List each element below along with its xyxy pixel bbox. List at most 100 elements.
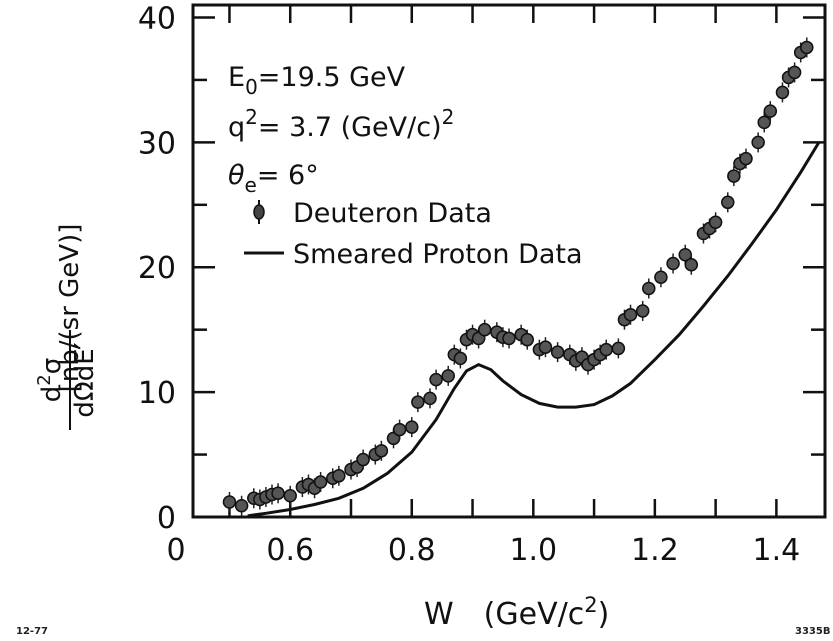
point-marker bbox=[271, 486, 285, 501]
point-marker bbox=[763, 104, 778, 118]
data-point bbox=[356, 449, 370, 470]
point-marker bbox=[666, 256, 680, 271]
data-point bbox=[654, 267, 668, 288]
point-marker bbox=[721, 195, 735, 210]
data-point bbox=[332, 465, 346, 486]
point-marker bbox=[642, 281, 656, 296]
figure-id-left: 12-77 bbox=[16, 626, 48, 637]
annotation-angle: θe= 6° bbox=[228, 160, 319, 197]
data-point bbox=[477, 319, 492, 340]
data-point bbox=[429, 369, 443, 390]
data-point bbox=[520, 329, 534, 350]
data-point bbox=[623, 304, 638, 325]
data-point bbox=[234, 495, 249, 516]
data-point bbox=[787, 62, 802, 83]
point-marker bbox=[332, 469, 346, 483]
legend-label-deuteron: Deuteron Data bbox=[293, 198, 492, 229]
point-marker bbox=[599, 342, 613, 357]
data-point bbox=[411, 392, 425, 413]
data-point bbox=[453, 348, 468, 369]
point-marker bbox=[775, 85, 790, 100]
series-line-smeared-proton bbox=[247, 141, 821, 518]
point-marker bbox=[538, 340, 553, 354]
legend-label-smeared-proton: Smeared Proton Data bbox=[293, 239, 583, 270]
data-point bbox=[708, 212, 723, 233]
point-marker bbox=[684, 257, 699, 272]
y-axis-denominator: dΩdE′ bbox=[70, 342, 100, 417]
point-marker bbox=[739, 151, 753, 166]
legend: Deuteron Data Smeared Proton Data bbox=[244, 198, 583, 270]
point-marker bbox=[411, 395, 425, 409]
x-tick-label: 0 bbox=[166, 533, 185, 568]
point-marker bbox=[222, 495, 237, 509]
annotation-beam-energy: E0=19.5 GeV bbox=[228, 62, 406, 99]
data-point bbox=[441, 365, 455, 386]
data-point bbox=[423, 388, 437, 409]
data-point bbox=[751, 132, 765, 153]
y-tick-label: 0 bbox=[157, 501, 176, 536]
x-tick-label: 0.8 bbox=[388, 533, 436, 568]
point-marker bbox=[313, 475, 328, 489]
figure-id-right: 3335B bbox=[795, 626, 830, 637]
point-marker bbox=[441, 369, 455, 383]
point-marker bbox=[708, 215, 723, 230]
x-tick-label: 1.0 bbox=[509, 533, 557, 568]
data-point bbox=[727, 166, 741, 187]
data-point bbox=[405, 417, 419, 438]
point-marker bbox=[757, 115, 771, 130]
point-marker bbox=[787, 65, 802, 80]
plot-frame bbox=[191, 3, 827, 519]
data-point bbox=[666, 253, 680, 274]
point-marker bbox=[635, 304, 650, 318]
data-point bbox=[222, 492, 237, 513]
data-point bbox=[721, 192, 735, 213]
y-tick-label: 40 bbox=[138, 1, 176, 36]
point-marker bbox=[623, 307, 638, 322]
data-point bbox=[374, 440, 389, 461]
point-marker bbox=[392, 422, 407, 437]
axis-ticks bbox=[193, 5, 825, 517]
point-marker bbox=[477, 322, 492, 337]
point-marker bbox=[502, 331, 516, 346]
point-marker bbox=[550, 345, 565, 359]
point-marker bbox=[283, 489, 297, 503]
y-axis-numerator: d2σ bbox=[34, 358, 67, 402]
data-point bbox=[283, 485, 297, 506]
data-point bbox=[684, 254, 699, 275]
y-tick-labels: 0 10 20 30 40 bbox=[138, 1, 176, 536]
data-point bbox=[550, 342, 565, 363]
y-tick-label: 30 bbox=[138, 126, 176, 161]
x-tick-label: 0.6 bbox=[266, 533, 314, 568]
data-point bbox=[313, 472, 328, 493]
data-point bbox=[611, 338, 626, 359]
y-tick-label: 20 bbox=[138, 251, 176, 286]
point-marker bbox=[751, 135, 765, 150]
point-marker bbox=[356, 452, 370, 467]
legend-deuteron-marker bbox=[253, 200, 265, 224]
x-tick-labels: 0 0.6 0.8 1.0 1.2 1.4 bbox=[166, 533, 800, 568]
data-point bbox=[599, 339, 613, 360]
y-tick-label: 10 bbox=[138, 376, 176, 411]
point-marker bbox=[429, 372, 443, 387]
point-marker bbox=[520, 332, 534, 347]
y-axis-label: [nb/(sr GeV)] d2σ dΩdE′ bbox=[34, 224, 100, 430]
point-marker bbox=[234, 499, 249, 513]
data-point bbox=[538, 337, 553, 358]
data-point bbox=[763, 101, 778, 122]
x-tick-label: 1.2 bbox=[631, 533, 679, 568]
data-point bbox=[739, 148, 753, 169]
data-point bbox=[800, 37, 814, 58]
series-points-deuteron bbox=[222, 37, 814, 516]
x-axis-label: W (GeV/c2) bbox=[424, 593, 609, 632]
data-point bbox=[502, 328, 516, 349]
point-marker bbox=[800, 40, 814, 55]
point-marker bbox=[654, 270, 668, 284]
annotation-q2: q2= 3.7 (GeV/c)2 bbox=[228, 105, 454, 143]
data-point bbox=[635, 300, 650, 321]
point-marker bbox=[423, 391, 437, 406]
x-tick-label: 1.4 bbox=[753, 533, 801, 568]
point-marker bbox=[374, 444, 389, 458]
point-marker bbox=[405, 420, 419, 434]
point-marker bbox=[727, 169, 741, 183]
